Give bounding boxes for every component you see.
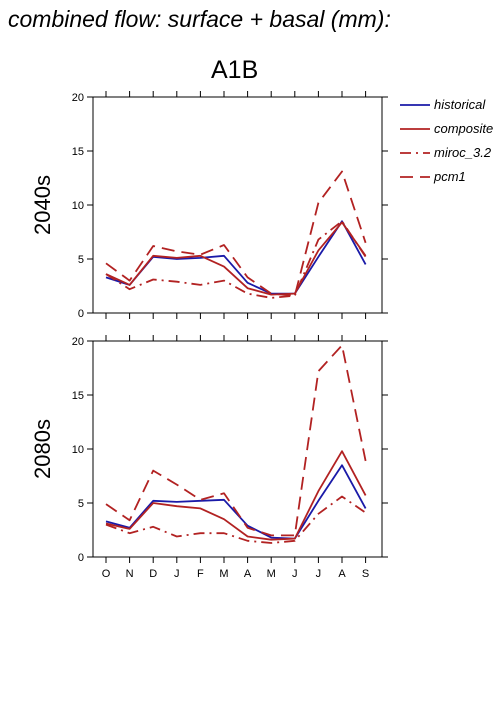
y-tick-label: 0	[78, 552, 84, 564]
plot-frame	[92, 340, 383, 558]
legend: historical composite miroc_3.2 pcm1	[400, 97, 493, 184]
x-tick-label: J	[316, 568, 322, 580]
x-tick-label: A	[338, 568, 346, 580]
y-tick-label: 10	[72, 200, 84, 212]
legend-item: composite	[400, 121, 493, 136]
y-tick-label: 20	[72, 92, 84, 104]
x-tick-label: A	[244, 568, 252, 580]
page-title: combined flow: surface + basal (mm):	[8, 6, 391, 32]
scenario-label: A1B	[211, 56, 259, 84]
period-label: 2080s	[30, 419, 55, 479]
legend-label: miroc_3.2	[434, 145, 492, 160]
x-tick-label: J	[174, 568, 180, 580]
panel-2040s: 0 5 10 15 20 2040s	[30, 91, 388, 320]
y-tick-label: 15	[72, 146, 84, 158]
panel-2080s: 0 5 10 15 20 O N D J F M A M J J A S 2080s	[30, 335, 388, 580]
legend-item: historical	[400, 97, 486, 112]
x-tick-label: M	[219, 568, 228, 580]
legend-item: miroc_3.2	[400, 145, 492, 160]
x-tick-label: S	[362, 568, 369, 580]
x-tick-label: N	[126, 568, 134, 580]
period-label: 2040s	[30, 175, 55, 235]
series-line-pcm1	[105, 170, 367, 297]
series-line-miroc-3-2	[105, 495, 367, 544]
series-line-miroc-3-2	[105, 220, 367, 299]
series-line-pcm1	[105, 344, 367, 537]
legend-label: pcm1	[433, 169, 466, 184]
y-tick-label: 5	[78, 498, 84, 510]
plot-frame	[92, 96, 383, 314]
x-tick-label: J	[292, 568, 298, 580]
x-tick-label: D	[149, 568, 157, 580]
x-tick-label: M	[267, 568, 276, 580]
y-tick-label: 20	[72, 336, 84, 348]
series-line-historical	[105, 220, 367, 295]
legend-label: historical	[434, 97, 486, 112]
x-tick-label: O	[102, 568, 111, 580]
series-line-historical	[105, 464, 367, 540]
legend-item: pcm1	[400, 169, 466, 184]
y-tick-label: 15	[72, 390, 84, 402]
y-tick-label: 5	[78, 254, 84, 266]
y-tick-label: 10	[72, 444, 84, 456]
x-tick-label: F	[197, 568, 204, 580]
y-tick-label: 0	[78, 308, 84, 320]
series-line-composite	[105, 450, 367, 541]
legend-label: composite	[434, 121, 493, 136]
series-line-composite	[105, 221, 367, 296]
